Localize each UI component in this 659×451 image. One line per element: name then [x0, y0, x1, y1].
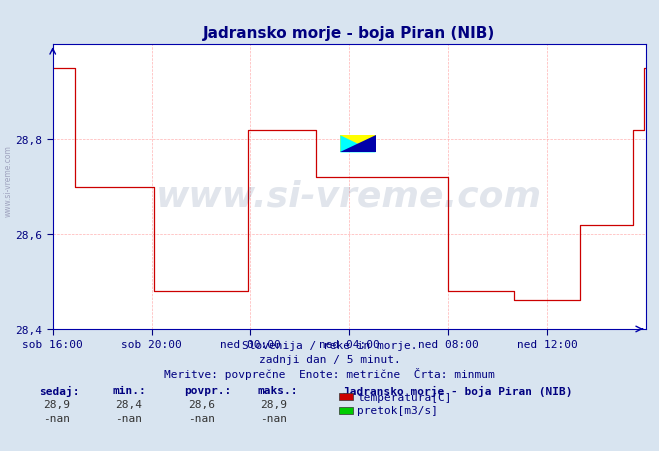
- Text: www.si-vreme.com: www.si-vreme.com: [3, 144, 13, 216]
- Polygon shape: [340, 136, 376, 153]
- Text: 28,9: 28,9: [43, 399, 70, 409]
- Text: temperatura[C]: temperatura[C]: [357, 392, 451, 402]
- Text: maks.:: maks.:: [257, 386, 297, 396]
- Text: 28,9: 28,9: [260, 399, 287, 409]
- Text: Meritve: povprečne  Enote: metrične  Črta: minmum: Meritve: povprečne Enote: metrične Črta:…: [164, 368, 495, 380]
- Text: pretok[m3/s]: pretok[m3/s]: [357, 405, 438, 415]
- Text: sedaj:: sedaj:: [40, 386, 80, 396]
- Title: Jadransko morje - boja Piran (NIB): Jadransko morje - boja Piran (NIB): [203, 26, 496, 41]
- Text: www.si-vreme.com: www.si-vreme.com: [156, 179, 542, 213]
- Text: 28,6: 28,6: [188, 399, 215, 409]
- Text: -nan: -nan: [115, 413, 142, 423]
- Text: zadnji dan / 5 minut.: zadnji dan / 5 minut.: [258, 354, 401, 364]
- Text: Slovenija / reke in morje.: Slovenija / reke in morje.: [242, 341, 417, 350]
- Text: min.:: min.:: [112, 386, 146, 396]
- Text: -nan: -nan: [188, 413, 215, 423]
- Text: Jadransko morje - boja Piran (NIB): Jadransko morje - boja Piran (NIB): [343, 386, 572, 396]
- Text: -nan: -nan: [43, 413, 70, 423]
- Polygon shape: [340, 136, 376, 153]
- Bar: [340, 136, 376, 153]
- Text: -nan: -nan: [260, 413, 287, 423]
- Text: povpr.:: povpr.:: [185, 386, 232, 396]
- Text: 28,4: 28,4: [115, 399, 142, 409]
